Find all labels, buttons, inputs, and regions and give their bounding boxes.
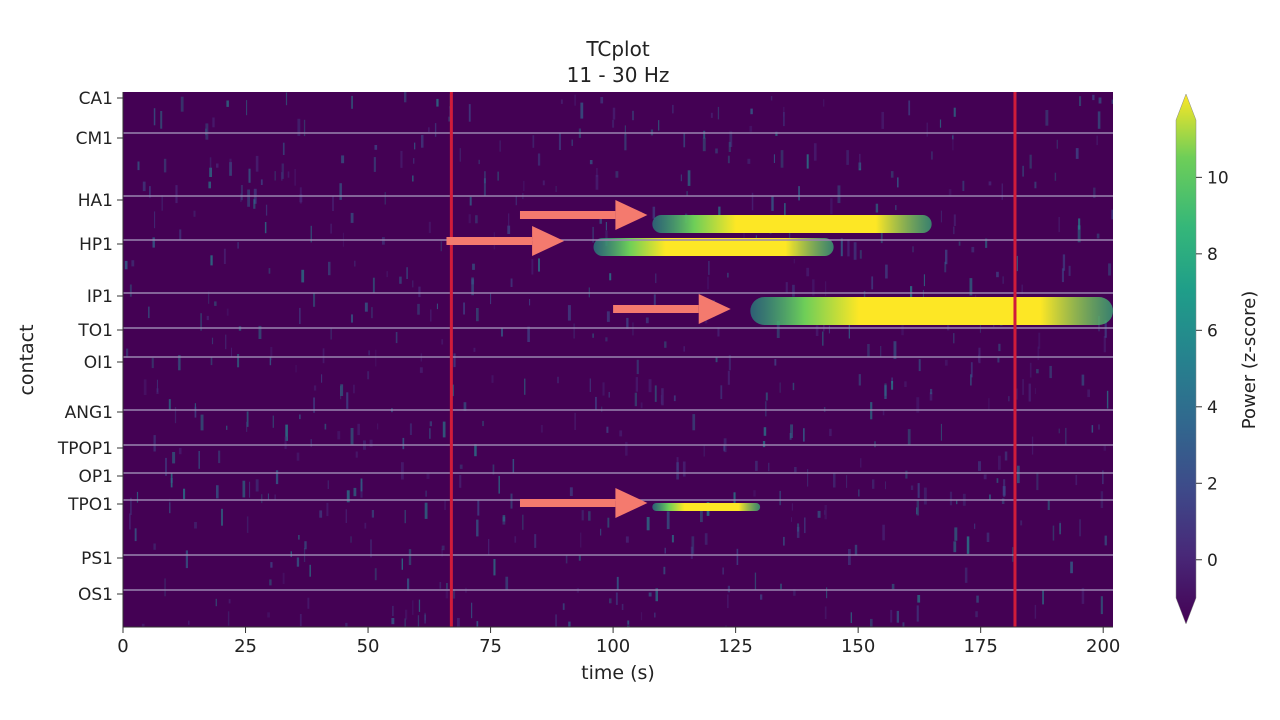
x-tick-label: 25 bbox=[234, 636, 257, 657]
colorbar-tick-label: 8 bbox=[1207, 245, 1218, 265]
y-axis-label: contact bbox=[16, 324, 38, 395]
contact-label: OP1 bbox=[79, 467, 113, 487]
contact-label: TPOP1 bbox=[57, 439, 113, 459]
high-power-segment bbox=[652, 503, 761, 511]
x-axis-label: time (s) bbox=[581, 662, 655, 684]
y-axis: CA1 CM1 HA1 HP1 IP1 TO1 OI1 ANG1 TPOP1 OP1 TPO1 PS1… bbox=[57, 89, 124, 627]
x-tick-label: 150 bbox=[841, 636, 875, 657]
colorbar-tick-label: 4 bbox=[1207, 398, 1218, 418]
high-power-segments bbox=[593, 215, 1113, 511]
contact-label: OI1 bbox=[84, 353, 113, 373]
x-tick-label: 175 bbox=[963, 636, 997, 657]
annotation-arrow bbox=[519, 488, 648, 518]
annotation-arrow bbox=[613, 294, 731, 324]
contact-label: ANG1 bbox=[65, 403, 113, 423]
colorbar-label: Power (z-score) bbox=[1239, 291, 1260, 430]
colorbar-tick-label: 6 bbox=[1207, 321, 1218, 341]
chart-subtitle: 11 - 30 Hz bbox=[567, 63, 670, 87]
event-markers bbox=[449, 92, 1017, 627]
x-tick-label: 0 bbox=[117, 636, 128, 657]
contact-label: CA1 bbox=[79, 89, 113, 109]
contact-label: HP1 bbox=[79, 235, 113, 255]
colorbar-tick-label: 10 bbox=[1207, 168, 1229, 188]
x-axis: 0 25 50 75 100 125 150 175 200 bbox=[117, 626, 1120, 657]
x-tick-label: 50 bbox=[357, 636, 380, 657]
high-power-segment bbox=[652, 215, 932, 233]
x-tick-label: 125 bbox=[718, 636, 752, 657]
contact-label: TPO1 bbox=[67, 495, 113, 515]
plot-area bbox=[123, 92, 1113, 627]
contact-label: OS1 bbox=[78, 585, 113, 605]
contact-label: PS1 bbox=[81, 549, 113, 569]
colorbar bbox=[1175, 93, 1197, 625]
contact-label: IP1 bbox=[87, 287, 113, 307]
annotation-arrow bbox=[446, 226, 565, 256]
contact-separators bbox=[123, 132, 1113, 591]
x-tick-label: 200 bbox=[1086, 636, 1120, 657]
contact-label: TO1 bbox=[77, 321, 113, 341]
annotation-arrows bbox=[446, 200, 731, 518]
contact-label: CM1 bbox=[76, 129, 113, 149]
contact-label: HA1 bbox=[78, 191, 113, 211]
colorbar-tick-label: 0 bbox=[1207, 551, 1218, 571]
colorbar-tick-label: 2 bbox=[1207, 474, 1218, 494]
high-power-segment bbox=[750, 297, 1113, 325]
colorbar-ticks: 0 2 4 6 8 10 bbox=[1196, 168, 1229, 571]
x-tick-label: 100 bbox=[596, 636, 630, 657]
chart-title: TCplot bbox=[585, 37, 649, 61]
x-tick-label: 75 bbox=[479, 636, 502, 657]
annotation-arrow bbox=[519, 200, 648, 230]
high-power-segment bbox=[593, 238, 834, 256]
